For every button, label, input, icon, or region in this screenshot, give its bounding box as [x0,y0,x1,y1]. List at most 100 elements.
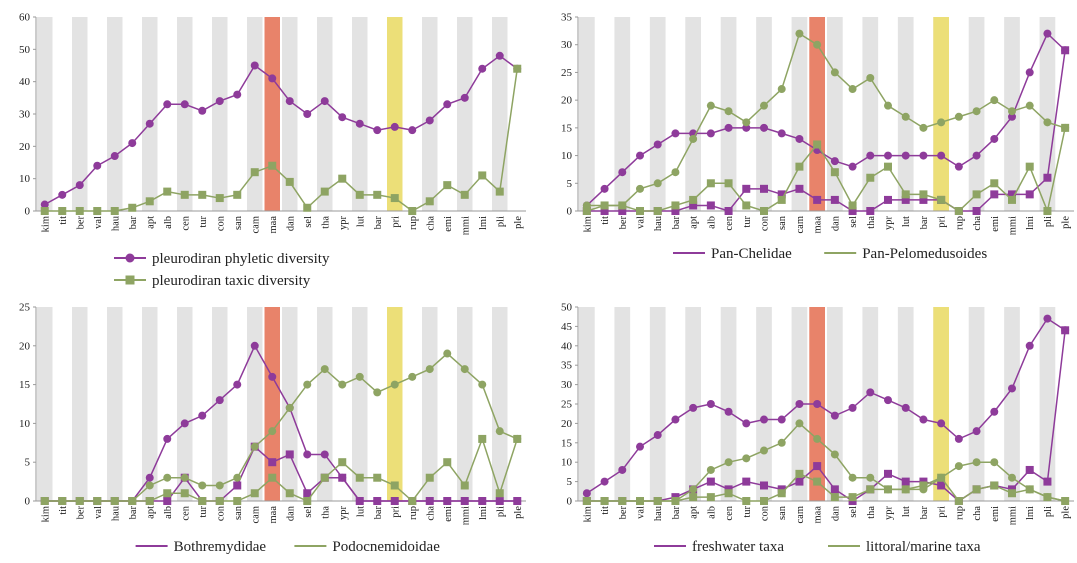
data-point [233,473,242,482]
y-tick-label: 35 [561,12,573,24]
x-tick-label: lmi [1025,506,1036,520]
x-tick-label: tit [58,216,69,225]
data-point [919,481,928,490]
data-point [795,477,804,486]
x-tick-label: sel [848,506,859,518]
background-band [649,307,666,501]
legend-label: Podocnemidoidae [332,539,440,555]
data-point [495,51,504,60]
data-point [58,207,67,215]
data-point [93,207,102,215]
y-tick-label: 0 [25,496,31,508]
x-tick-label: sel [303,506,314,518]
data-point [653,497,662,505]
data-point [1043,29,1052,38]
x-tick-label: val [636,216,647,229]
data-point [180,473,189,482]
x-tick-label: kim [40,506,51,522]
data-point [706,477,715,486]
data-point [180,190,189,199]
data-point [268,74,277,83]
data-point [215,396,224,405]
background-band [685,17,701,211]
data-point [1061,326,1070,335]
data-point [582,207,591,215]
series-br-aux-3 [582,469,1070,505]
data-point [1008,473,1016,482]
background-band [579,307,595,501]
data-point [866,473,875,482]
data-point [390,122,399,131]
data-point [990,96,999,105]
data-point [513,64,522,73]
legend-label: Pan-Pelomedusoides [862,246,987,262]
data-point [884,151,892,160]
x-tick-label: dan [285,215,296,231]
x-tick-label: cha [972,216,983,231]
x-tick-label: cha [425,216,436,231]
data-point [163,489,172,498]
data-point [777,195,786,204]
data-point [937,151,946,160]
data-point [990,190,999,199]
data-point [408,372,417,381]
x-tick-label: tha [866,216,877,229]
data-point [813,140,822,149]
data-point [706,129,715,138]
data-point [795,134,804,143]
data-point [145,197,154,206]
x-tick-label: pli [1043,506,1054,517]
data-point [355,190,364,199]
background-band [649,17,666,211]
data-point [990,407,999,416]
background-band [457,17,473,211]
x-tick-label: lut [355,216,366,227]
x-tick-label: maa [268,506,279,524]
data-point [600,207,609,215]
data-point [250,341,259,350]
data-point [408,497,417,505]
data-point [742,497,751,505]
data-point [250,61,259,70]
y-tick-label: 20 [561,95,573,107]
data-point [355,473,364,482]
data-point [671,207,680,215]
background-band [862,307,879,501]
data-point [495,187,504,196]
y-tick-label: 15 [19,379,31,391]
legend-label: Bothremydidae [174,539,267,555]
data-point [268,427,277,436]
data-point [636,184,644,193]
data-point [513,434,522,443]
data-point [972,107,981,116]
data-point [724,458,733,467]
data-point [1025,341,1034,350]
data-point [320,473,329,482]
data-point [954,497,963,505]
data-point [110,497,119,505]
data-point [443,181,452,190]
data-point [671,497,680,505]
data-point [742,184,751,193]
highlight-band-yellow [933,307,949,501]
x-tick-label: ple [513,506,524,519]
data-point [198,106,207,115]
data-point [795,400,804,408]
data-point [618,201,627,210]
data-point [706,179,715,188]
x-tick-label: pri [390,216,401,228]
x-tick-label: tur [742,216,753,228]
data-point [972,458,981,467]
data-point [180,419,189,428]
series-tr-aux-3 [582,29,1070,210]
data-point [1025,485,1034,494]
data-point [495,497,504,505]
background-band [422,17,438,211]
x-tick-label: hau [110,215,121,231]
data-point [990,179,999,188]
data-point [848,473,857,482]
y-tick-label: 10 [561,457,573,469]
data-point [706,201,715,210]
